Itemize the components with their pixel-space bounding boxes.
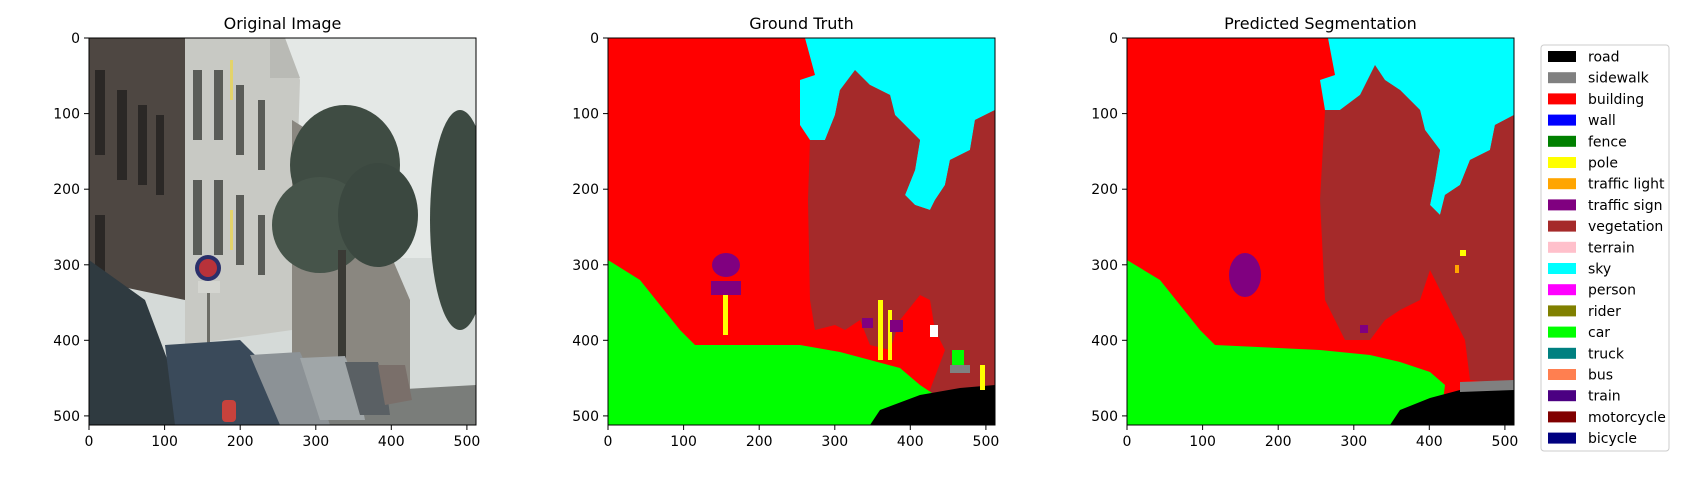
axes-frame — [88, 37, 477, 426]
legend-swatch — [1548, 411, 1576, 423]
panel-predicted-segmentation: Predicted Segmentation 0 100 200 300 4 — [1091, 14, 1518, 450]
legend-label: sidewalk — [1588, 71, 1650, 87]
legend-swatch — [1548, 220, 1576, 232]
y-tick-label: 500 — [572, 409, 599, 425]
y-tick-label: 400 — [572, 333, 599, 349]
legend-label: building — [1588, 92, 1644, 108]
legend-swatch — [1548, 326, 1576, 338]
panel-title: Original Image — [224, 14, 342, 33]
legend-label: bus — [1588, 368, 1613, 384]
x-tick-label: 400 — [378, 434, 405, 450]
y-axis: 0 100 200 300 400 500 — [53, 31, 89, 425]
legend-label: fence — [1588, 134, 1627, 150]
legend-swatch — [1548, 284, 1576, 296]
ground-truth-mask — [608, 38, 995, 425]
legend-swatch — [1548, 72, 1576, 84]
legend-swatch — [1548, 390, 1576, 402]
legend-swatch — [1548, 241, 1576, 253]
legend-swatch — [1548, 305, 1576, 317]
legend-label: motorcycle — [1588, 410, 1666, 426]
legend: road sidewalk building wall fence pole traffic… — [1540, 44, 1670, 452]
legend-label: train — [1588, 389, 1621, 405]
legend-swatch — [1548, 51, 1576, 62]
x-axis: 0 100 200 300 400 500 — [85, 425, 481, 450]
legend-items: road sidewalk building wall fence pole traffic… — [1548, 50, 1666, 447]
y-tick-label: 0 — [590, 31, 599, 47]
predicted-mask — [1127, 38, 1514, 425]
y-tick-label: 200 — [1091, 182, 1118, 198]
legend-swatch — [1548, 114, 1576, 126]
y-tick-label: 200 — [572, 182, 599, 198]
x-tick-label: 300 — [821, 434, 848, 450]
y-tick-label: 500 — [53, 409, 80, 425]
x-tick-label: 0 — [85, 434, 94, 450]
legend-swatch — [1548, 157, 1576, 168]
y-axis: 0 100 200 300 400 500 — [1091, 31, 1127, 425]
legend-label: sky — [1588, 262, 1611, 278]
y-tick-label: 100 — [53, 107, 80, 123]
x-tick-label: 200 — [746, 434, 773, 450]
panel-title: Predicted Segmentation — [1224, 14, 1417, 33]
x-tick-label: 100 — [670, 434, 697, 450]
x-tick-label: 500 — [973, 434, 1000, 450]
y-tick-label: 300 — [53, 258, 80, 274]
x-tick-label: 400 — [897, 434, 924, 450]
y-tick-label: 500 — [1091, 409, 1118, 425]
x-tick-label: 300 — [302, 434, 329, 450]
legend-label: wall — [1588, 113, 1616, 129]
x-axis: 0 100 200 300 400 500 — [1123, 425, 1519, 450]
legend-label: truck — [1588, 346, 1625, 362]
y-tick-label: 200 — [53, 182, 80, 198]
legend-label: bicycle — [1588, 431, 1637, 447]
legend-swatch — [1548, 178, 1576, 190]
legend-swatch — [1548, 347, 1576, 359]
street-photo — [89, 38, 476, 425]
y-tick-label: 300 — [1091, 258, 1118, 274]
axes-frame — [1126, 37, 1515, 426]
legend-swatch — [1548, 263, 1576, 274]
legend-swatch — [1548, 369, 1576, 380]
x-axis: 0 100 200 300 400 500 — [604, 425, 1000, 450]
legend-label: person — [1588, 283, 1636, 299]
y-tick-label: 100 — [572, 107, 599, 123]
legend-swatch — [1548, 432, 1576, 444]
x-tick-label: 400 — [1416, 434, 1443, 450]
legend-label: vegetation — [1588, 219, 1663, 235]
y-tick-label: 100 — [1091, 107, 1118, 123]
y-axis: 0 100 200 300 400 500 — [572, 31, 608, 425]
legend-label: pole — [1588, 156, 1618, 172]
x-tick-label: 200 — [227, 434, 254, 450]
legend-label: traffic light — [1588, 177, 1665, 193]
panel-title: Ground Truth — [749, 14, 854, 33]
y-tick-label: 400 — [1091, 333, 1118, 349]
x-tick-label: 100 — [1189, 434, 1216, 450]
legend-label: car — [1588, 325, 1610, 341]
x-tick-label: 0 — [604, 434, 613, 450]
x-tick-label: 300 — [1340, 434, 1367, 450]
legend-label: rider — [1588, 304, 1621, 320]
panel-ground-truth: Ground Truth 0 — [572, 14, 999, 450]
legend-swatch — [1548, 93, 1576, 105]
legend-label: traffic sign — [1588, 198, 1662, 214]
panel-original-image: Original Image — [53, 14, 481, 450]
y-tick-label: 0 — [1109, 31, 1118, 47]
y-tick-label: 400 — [53, 333, 80, 349]
x-tick-label: 0 — [1123, 434, 1132, 450]
legend-swatch — [1548, 135, 1576, 147]
x-tick-label: 200 — [1265, 434, 1292, 450]
legend-swatch — [1548, 199, 1576, 211]
y-tick-label: 0 — [71, 31, 80, 47]
x-tick-label: 100 — [151, 434, 178, 450]
x-tick-label: 500 — [454, 434, 481, 450]
legend-label: terrain — [1588, 240, 1635, 256]
y-tick-label: 300 — [572, 258, 599, 274]
x-tick-label: 500 — [1492, 434, 1519, 450]
legend-label: road — [1588, 50, 1619, 66]
axes-frame — [607, 37, 996, 426]
